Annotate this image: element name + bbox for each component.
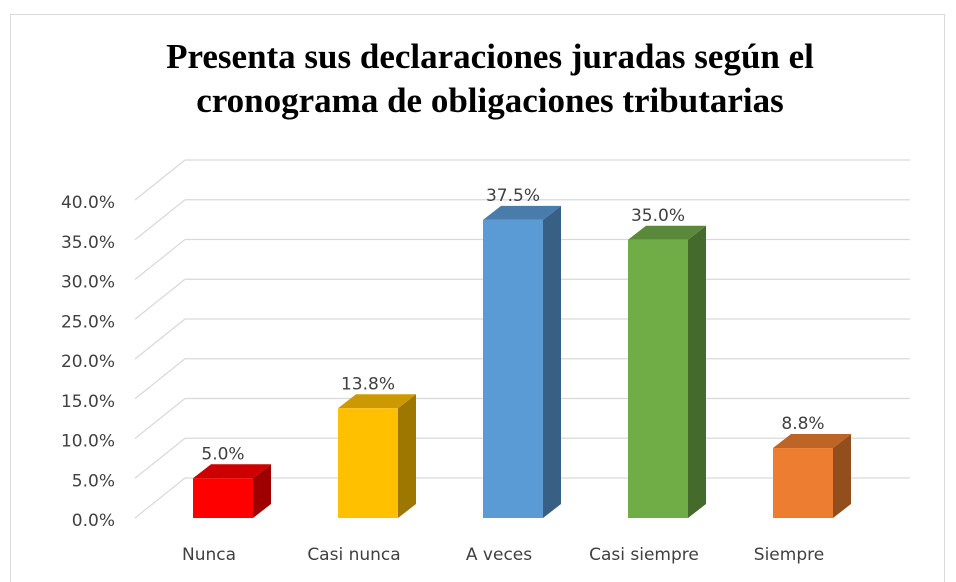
y-tick-label: 25.0%	[61, 312, 115, 332]
x-tick-label: Casi nunca	[307, 545, 400, 565]
x-tick-label: Siempre	[754, 545, 824, 565]
bar-top	[773, 434, 851, 449]
grid-line	[134, 239, 186, 280]
x-tick-label: A veces	[466, 545, 532, 565]
y-tick-label: 30.0%	[61, 273, 115, 293]
bar	[628, 239, 688, 518]
data-label: 37.5%	[486, 186, 540, 206]
bar-side	[253, 464, 271, 518]
bar-side	[398, 394, 416, 518]
y-tick-label: 35.0%	[61, 233, 115, 253]
data-label: 35.0%	[631, 206, 685, 226]
y-tick-label: 40.0%	[61, 193, 115, 213]
bar-side	[543, 205, 561, 518]
x-tick-label: Casi siempre	[589, 545, 699, 565]
y-tick-label: 15.0%	[61, 392, 115, 412]
bar-top	[193, 464, 271, 479]
grid-line	[134, 437, 186, 479]
bar-top	[338, 394, 416, 409]
bar	[193, 478, 253, 518]
bar	[483, 219, 543, 518]
grid-line	[134, 358, 186, 400]
bar-side	[688, 225, 706, 518]
bar	[338, 408, 398, 518]
grid-line	[134, 199, 186, 241]
y-tick-label: 5.0%	[72, 471, 115, 491]
y-tick-label: 20.0%	[61, 352, 115, 372]
y-tick-label: 10.0%	[61, 432, 115, 452]
chart-subtitle: cronograma de obligaciones tributarias	[196, 81, 784, 120]
data-label: 5.0%	[201, 444, 244, 464]
chart-title: Presenta sus declaraciones juradas según…	[166, 37, 814, 76]
grid-line	[134, 318, 186, 360]
bar-side	[833, 434, 851, 518]
grid-line	[134, 278, 186, 320]
x-tick-label: Nunca	[182, 545, 236, 565]
y-tick-label: 0.0%	[72, 511, 115, 531]
bar-top	[628, 225, 706, 240]
data-label: 8.8%	[781, 414, 824, 434]
grid-line	[134, 159, 186, 201]
data-label: 13.8%	[341, 374, 395, 394]
bar	[773, 448, 833, 518]
grid-line	[134, 398, 186, 439]
bar-top	[483, 205, 561, 220]
grid-line	[134, 477, 186, 519]
